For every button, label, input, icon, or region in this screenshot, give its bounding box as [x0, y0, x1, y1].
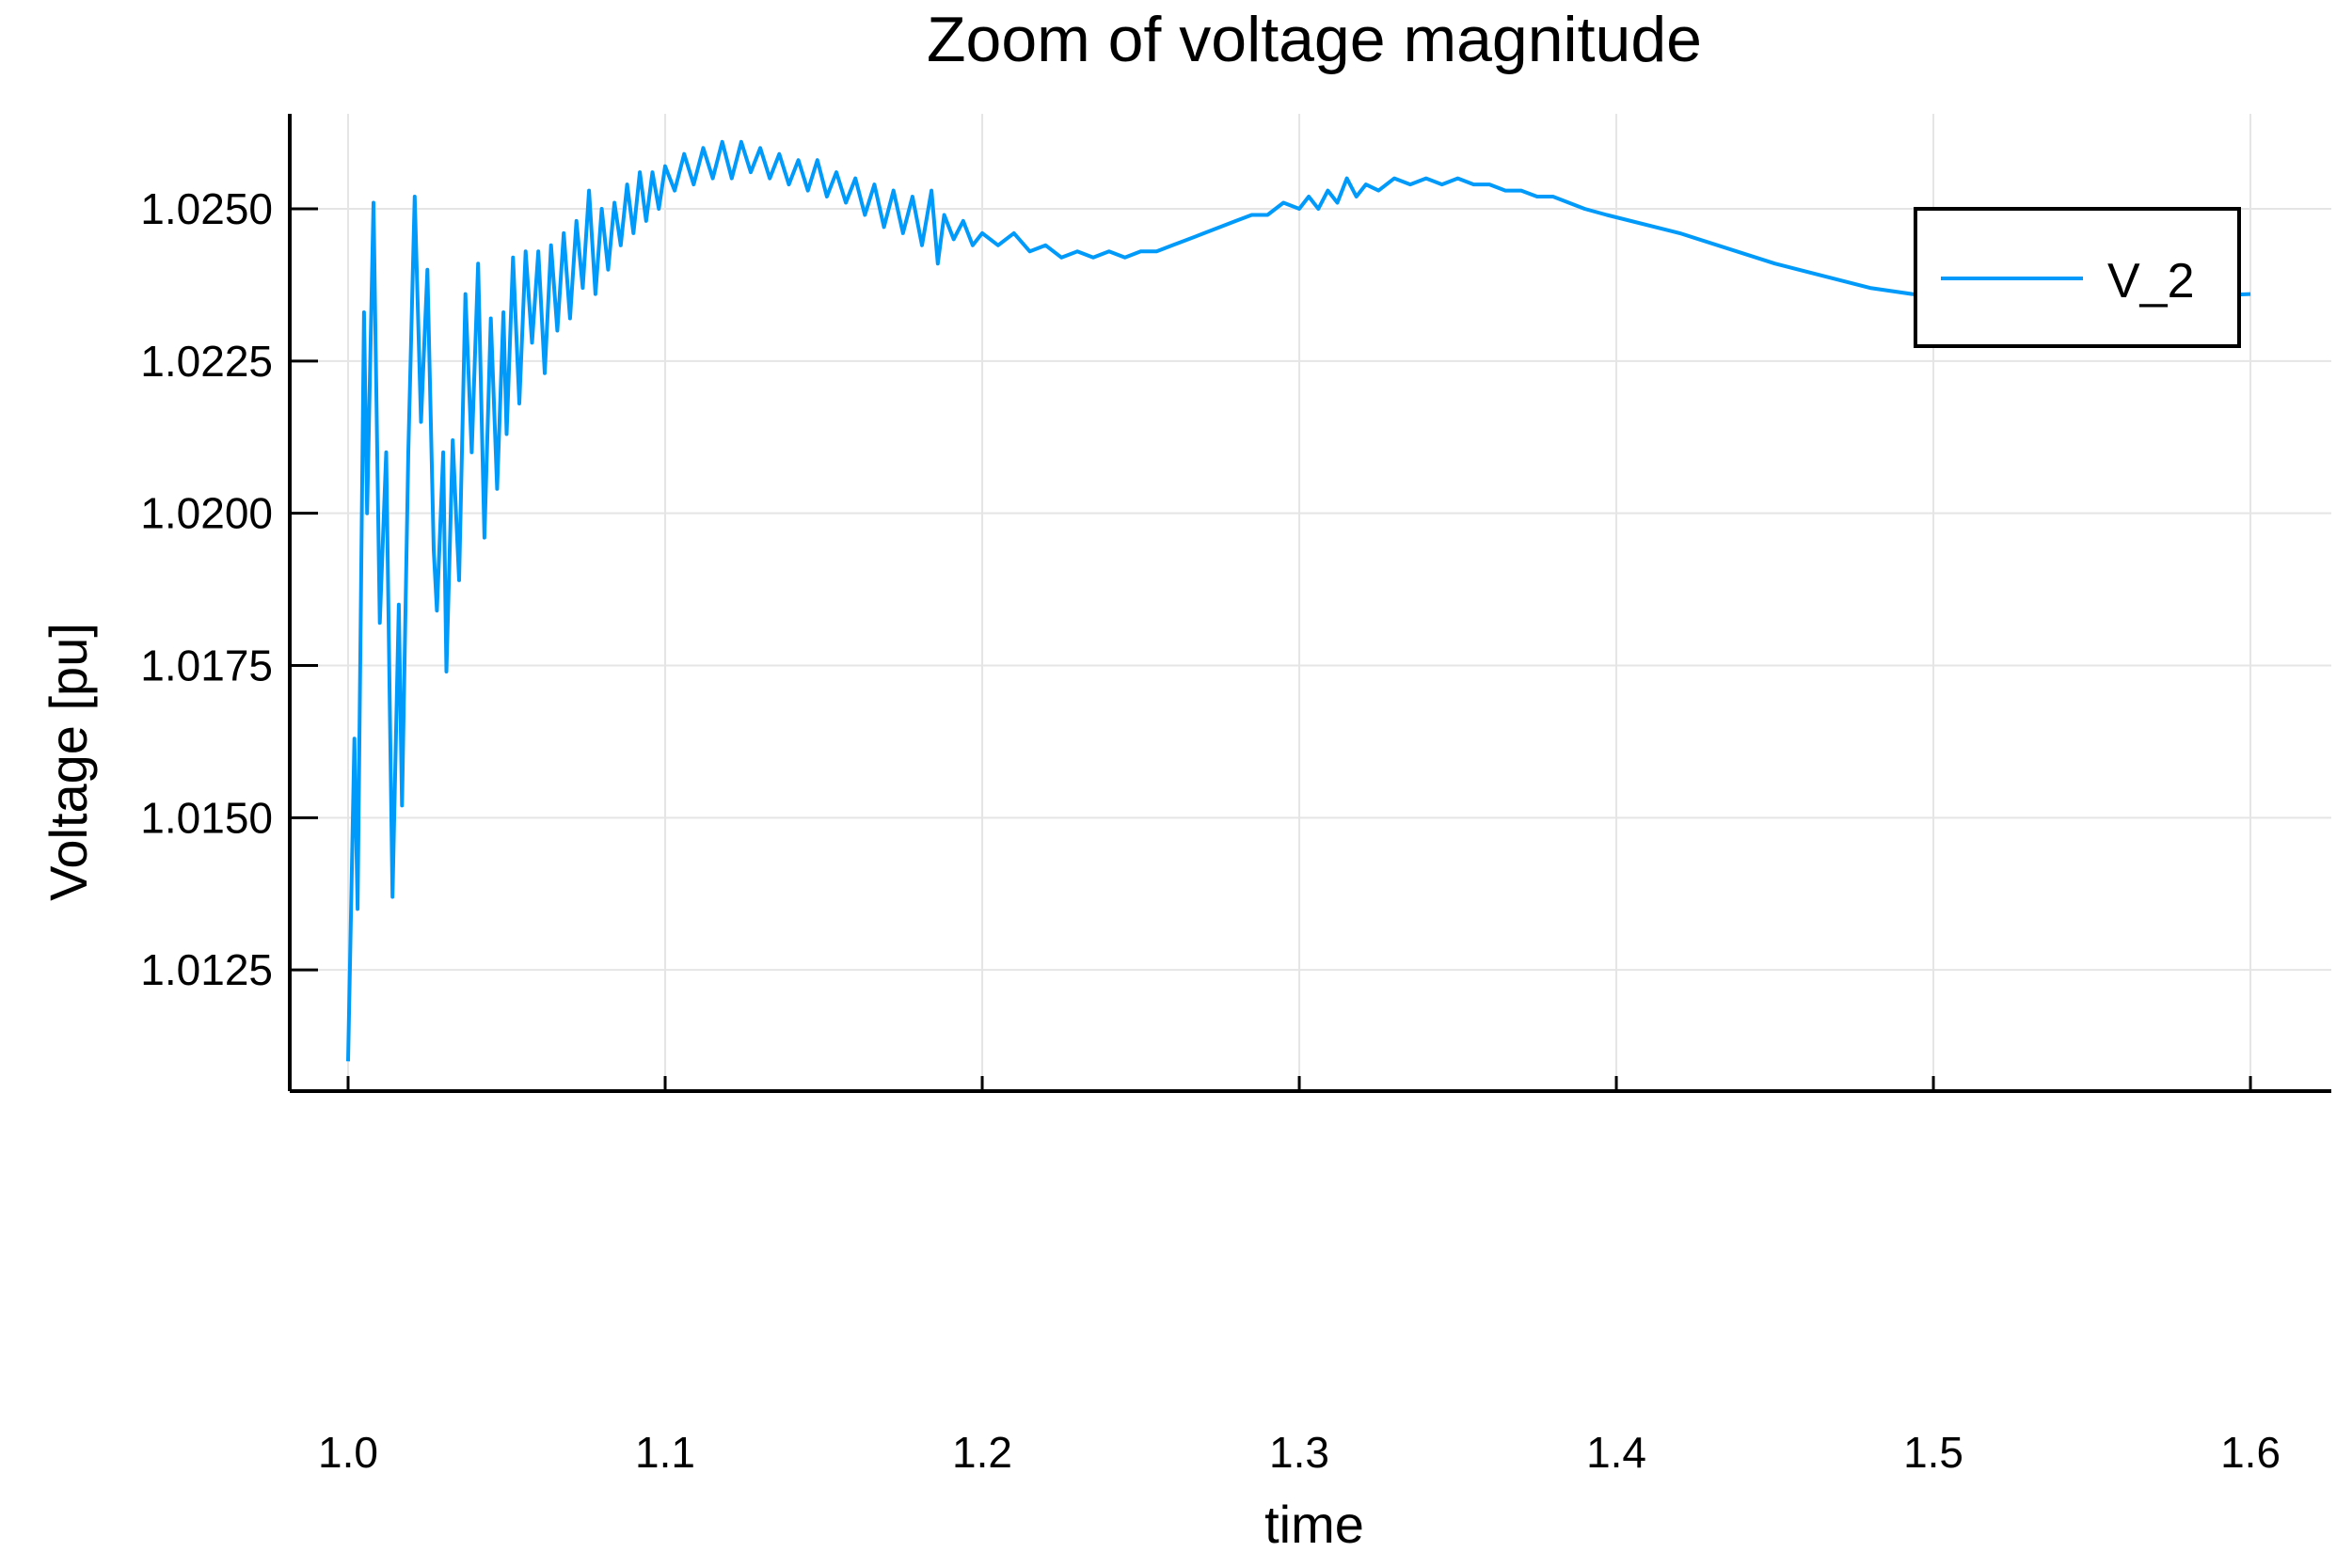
y-tick-label: 1.0225: [140, 337, 273, 386]
x-tick-label: 1.3: [1269, 1428, 1329, 1477]
x-tick-label: 1.1: [635, 1428, 695, 1477]
x-tick-label: 1.0: [318, 1428, 378, 1477]
x-tick-label: 1.4: [1586, 1428, 1646, 1477]
series-layer: [346, 139, 2251, 1062]
series-line-v-2: [346, 139, 2251, 1062]
legend-label-v2: V_2: [2107, 254, 2195, 309]
y-tick-label: 1.0150: [140, 793, 273, 842]
y-tick-label: 1.0200: [140, 489, 273, 538]
y-tick-label: 1.0250: [140, 184, 273, 233]
ticks: 1.0 1.1 1.2 1.3 1.4 1.5 1.6 1.0125 1.0150 1.0175 1…: [140, 184, 2280, 1477]
x-tick-label: 1.6: [2220, 1428, 2280, 1477]
y-tick-label: 1.0125: [140, 945, 273, 994]
x-tick-label: 1.2: [952, 1428, 1012, 1477]
y-axis-label: Voltage [pu]: [39, 623, 98, 901]
chart-title: Zoom of voltage magnitude: [927, 4, 1702, 75]
x-tick-label: 1.5: [1903, 1428, 1963, 1477]
x-axis-label: time: [1264, 1495, 1364, 1554]
y-tick-label: 1.0175: [140, 641, 273, 690]
legend: V_2: [1914, 207, 2241, 348]
grid: [290, 114, 2331, 1091]
